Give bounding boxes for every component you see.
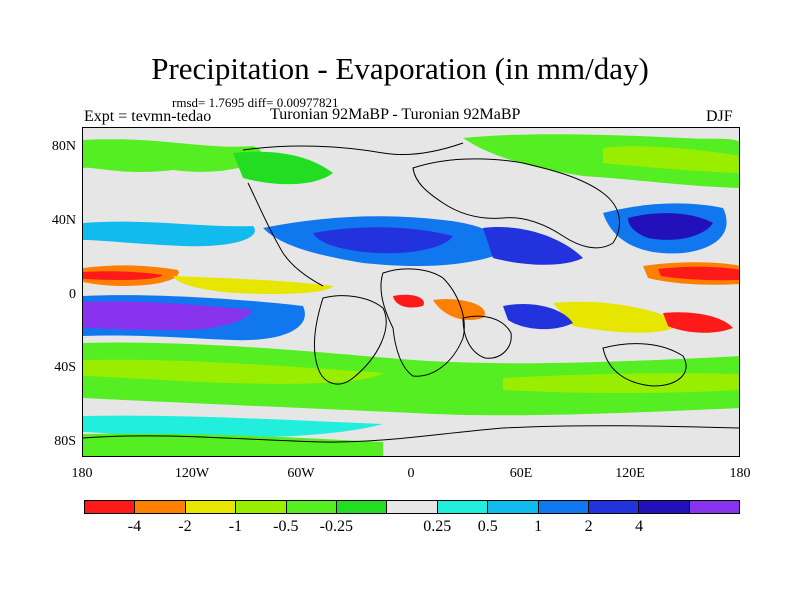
lon-label-180e: 180 bbox=[729, 466, 751, 481]
coastline bbox=[83, 425, 739, 443]
colorbar-swatch bbox=[85, 501, 136, 513]
field-patch bbox=[503, 303, 573, 330]
field-patch bbox=[393, 294, 424, 308]
lat-label-equator: 0 bbox=[69, 287, 76, 302]
lat-label-40n: 40N bbox=[51, 213, 76, 228]
colorbar-swatch bbox=[387, 501, 438, 513]
field-patch bbox=[83, 342, 739, 416]
field-patch bbox=[83, 271, 163, 280]
field-patch bbox=[83, 433, 383, 456]
coastline bbox=[462, 315, 512, 359]
experiment-label: Expt = tevmn-tedao bbox=[84, 108, 212, 125]
lon-label-180w: 180 bbox=[71, 466, 93, 481]
field-patch bbox=[233, 151, 333, 185]
colorbar-label: -0.25 bbox=[319, 518, 353, 535]
colorbar-swatch bbox=[488, 501, 539, 513]
colorbar-swatch bbox=[236, 501, 287, 513]
colorbar-label: 0.25 bbox=[423, 518, 452, 535]
field-patch bbox=[553, 301, 683, 333]
colorbar-label: 0.5 bbox=[477, 518, 498, 535]
colorbar-swatch bbox=[135, 501, 186, 513]
coastline bbox=[247, 182, 324, 287]
field-patch bbox=[658, 266, 739, 281]
field-patch bbox=[603, 146, 739, 173]
colorbar-swatch bbox=[689, 501, 740, 513]
lon-label-120e: 120E bbox=[615, 466, 645, 481]
lon-label-0: 0 bbox=[407, 466, 415, 481]
field-patch bbox=[663, 312, 733, 333]
stats-text: rmsd= 1.7695 diff= 0.00977821 bbox=[172, 95, 339, 110]
colorbar-swatch bbox=[437, 501, 489, 513]
colorbar-label: 4 bbox=[635, 518, 644, 535]
coastlines bbox=[83, 142, 739, 443]
map-panel bbox=[82, 127, 740, 457]
field-patch bbox=[83, 139, 262, 172]
colorbar-swatch bbox=[185, 501, 237, 513]
colorbar-swatch bbox=[588, 501, 640, 513]
colorbar-label: 2 bbox=[584, 518, 593, 535]
lon-label-60e: 60E bbox=[509, 466, 533, 481]
precip-evap-field bbox=[83, 128, 739, 456]
colorbar bbox=[84, 500, 740, 514]
lat-label-80n: 80N bbox=[51, 139, 76, 154]
coastline bbox=[313, 295, 387, 385]
field-patch bbox=[173, 276, 333, 294]
lon-label-120w: 120W bbox=[174, 466, 210, 481]
colorbar-swatch bbox=[336, 501, 388, 513]
field-patch bbox=[483, 227, 583, 265]
field-patch bbox=[83, 359, 383, 384]
field-patch bbox=[463, 134, 739, 188]
field-patch bbox=[433, 299, 485, 320]
lat-label-80s: 80S bbox=[54, 434, 76, 449]
lon-label-60w: 60W bbox=[287, 466, 315, 481]
colorbar-swatch bbox=[538, 501, 589, 513]
colorbar-label: -2 bbox=[178, 518, 192, 535]
coastline bbox=[412, 158, 621, 249]
season-label: DJF bbox=[706, 108, 733, 125]
field-patch bbox=[83, 301, 253, 331]
map-title: Precipitation - Evaporation (in mm/day) bbox=[151, 51, 649, 86]
coastline bbox=[242, 142, 464, 156]
colorbar-swatch bbox=[286, 501, 337, 513]
field-patch bbox=[313, 227, 453, 254]
colorbar-swatch bbox=[639, 501, 690, 513]
lat-label-40s: 40S bbox=[54, 360, 76, 375]
coastline bbox=[380, 268, 465, 377]
colorbar-label: 1 bbox=[534, 518, 543, 535]
coastline bbox=[602, 343, 687, 387]
colorbar-label: -1 bbox=[228, 518, 243, 535]
colorbar-label: -0.5 bbox=[273, 518, 299, 535]
field-patch bbox=[83, 415, 383, 438]
colorbar-label: -4 bbox=[127, 518, 142, 535]
field-patch bbox=[628, 213, 713, 240]
experiment-subtitle: Turonian 92MaBP - Turonian 92MaBP bbox=[270, 106, 521, 123]
field-patch bbox=[83, 221, 255, 247]
